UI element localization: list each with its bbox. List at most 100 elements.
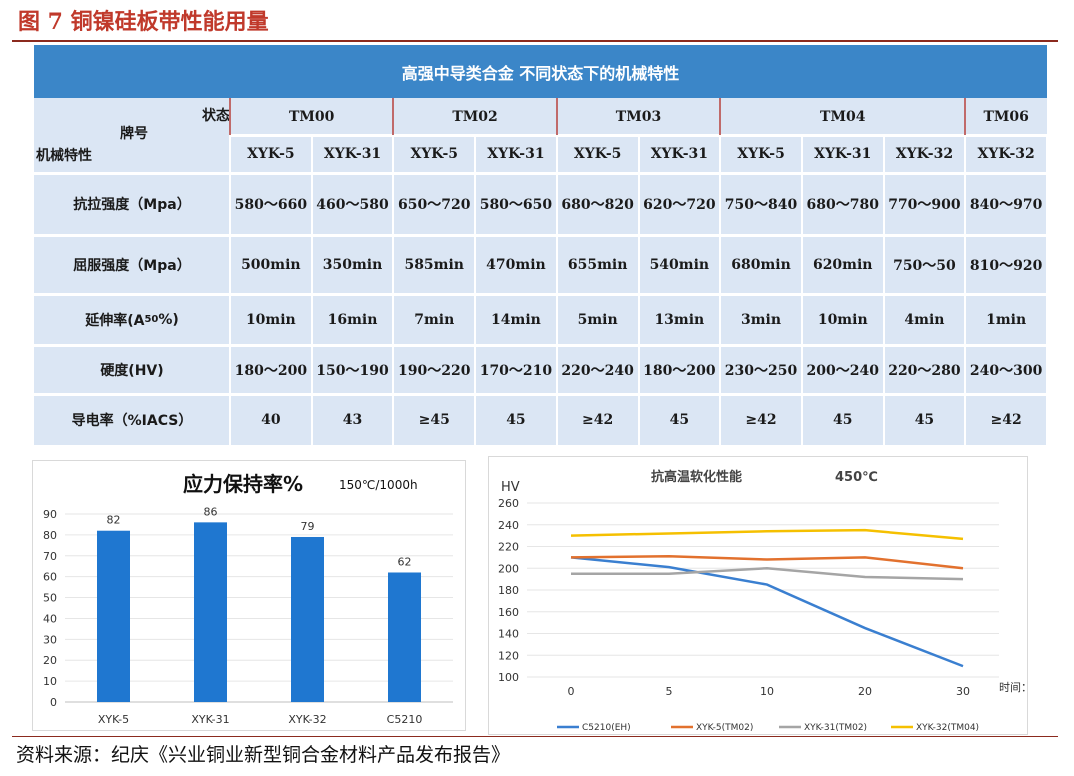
y-tick-label: 60 (43, 571, 57, 584)
x-tick-label: XYK-31 (191, 713, 229, 726)
column-divider (310, 135, 313, 445)
bar (194, 522, 227, 702)
state-header: TM00 (288, 108, 335, 125)
table-cell: 150～190 (316, 362, 389, 379)
table-cell: 40 (261, 411, 281, 428)
y-tick-label: 50 (43, 592, 57, 605)
y-tick-label: 200 (498, 562, 519, 575)
x-tick-label: XYK-5 (98, 713, 129, 726)
table-cell: 540min (649, 256, 710, 273)
legend-label: XYK-32(TM04) (916, 723, 979, 733)
title-rule (12, 40, 1058, 42)
x-tick-label: XYK-32 (288, 713, 326, 726)
grade-header: XYK-31 (487, 146, 545, 162)
corner-state-label: 状态 (202, 108, 230, 124)
table-cell: 45 (832, 411, 853, 428)
column-divider (1046, 135, 1048, 445)
column-divider (637, 135, 640, 445)
row-label-end: %) (158, 311, 179, 328)
data-label: 82 (107, 514, 121, 527)
x-tick-label: 20 (858, 685, 872, 698)
series-line (570, 556, 964, 668)
table-cell: 810～920 (969, 257, 1043, 274)
legend-label: XYK-5(TM02) (696, 723, 753, 733)
table-cell: 585min (404, 256, 464, 273)
table-cell: 680min (731, 256, 791, 273)
state-header: TM06 (983, 108, 1029, 125)
bar (97, 530, 130, 702)
x-tick-label: 10 (760, 685, 774, 698)
series-line (570, 555, 964, 570)
table-cell: 500min (241, 256, 301, 273)
table-cell: 650～720 (398, 197, 471, 213)
state-header: TM03 (615, 108, 662, 125)
column-divider (882, 135, 885, 445)
softening-chart: 100 120 140 160 180 200 220 240 260 HV 抗高温软化性能 450℃… (488, 456, 1053, 735)
y-tick-label: 180 (498, 584, 519, 597)
table-cell: 45 (669, 411, 690, 428)
data-label: 62 (398, 555, 412, 568)
bar (388, 572, 421, 702)
row-divider (34, 293, 1047, 296)
chart-title: 抗高温软化性能 (651, 469, 742, 485)
stress-retention-chart: 0 10 20 30 40 50 60 70 80 90 应力保持率% 150℃/1000h 82 XYK… (32, 460, 466, 731)
row-label: 延伸率(A 50%) (34, 294, 230, 345)
chart-subtitle: 450℃ (835, 470, 878, 485)
row-divider (34, 344, 1047, 347)
table-cell: 45 (506, 411, 526, 428)
table-cell: 230～250 (724, 362, 798, 379)
row-divider (34, 393, 1047, 396)
figure-title: 图 7 铜镍硅板带性能用量 (18, 9, 269, 35)
x-axis-label: 时间：min (999, 681, 1029, 694)
table-cell: 620min (812, 256, 873, 273)
row-label: 硬度(HV) (100, 362, 164, 379)
table-cell: 190～220 (398, 362, 471, 379)
y-tick-label: 260 (498, 497, 519, 510)
state-header: TM04 (820, 108, 866, 125)
table-cell: 43 (342, 411, 363, 428)
y-tick-label: 120 (498, 649, 519, 662)
table-cell: 3min (741, 311, 782, 328)
row-label: 导电率（%IACS） (71, 412, 193, 429)
state-separator (964, 98, 967, 135)
y-tick-label: 20 (43, 654, 57, 667)
column-divider (964, 135, 967, 445)
table-cell: 580～650 (479, 197, 553, 213)
table-cell: 170～210 (479, 362, 553, 379)
table-cell: 620～720 (643, 197, 716, 213)
footer-rule (12, 736, 1058, 737)
table-cell: ≥42 (745, 411, 777, 428)
table-cell: 180～200 (234, 362, 308, 379)
x-tick-label: C5210 (387, 713, 423, 726)
x-tick-label: 5 (666, 685, 673, 698)
y-tick-label: 140 (498, 628, 519, 641)
row-divider (34, 172, 1047, 175)
table-cell: 750～840 (724, 197, 798, 213)
column-divider (555, 135, 558, 445)
series-line (570, 528, 964, 541)
y-tick-label: 90 (43, 508, 57, 521)
state-separator (229, 98, 231, 135)
table-cell: 1min (986, 311, 1027, 328)
state-separator (719, 98, 722, 135)
table-cell: 10min (817, 311, 868, 328)
table-cell: 7min (414, 311, 455, 328)
bar (291, 536, 324, 702)
y-tick-label: 100 (498, 671, 519, 684)
stress-retention-svg: 0 10 20 30 40 50 60 70 80 90 应力保持率% 150℃/1000h 82 XYK… (43, 472, 453, 726)
table-cell: 45 (914, 411, 935, 428)
table-cell: 13min (654, 311, 705, 328)
data-label: 79 (301, 520, 315, 533)
table-cell: 680～780 (806, 197, 879, 213)
y-tick-label: 160 (498, 606, 519, 619)
x-tick-label: 30 (956, 685, 970, 698)
grade-header: XYK-31 (814, 146, 872, 162)
table-cell: 240～300 (969, 362, 1043, 379)
x-tick-label: 0 (568, 685, 575, 698)
corner-grade-label: 牌号 (120, 126, 148, 142)
y-tick-label: 40 (43, 612, 57, 625)
table-cell: 16min (327, 311, 378, 328)
data-label: 86 (204, 505, 218, 518)
table-cell: 10min (245, 311, 296, 328)
row-label-sub: 50 (144, 314, 159, 325)
